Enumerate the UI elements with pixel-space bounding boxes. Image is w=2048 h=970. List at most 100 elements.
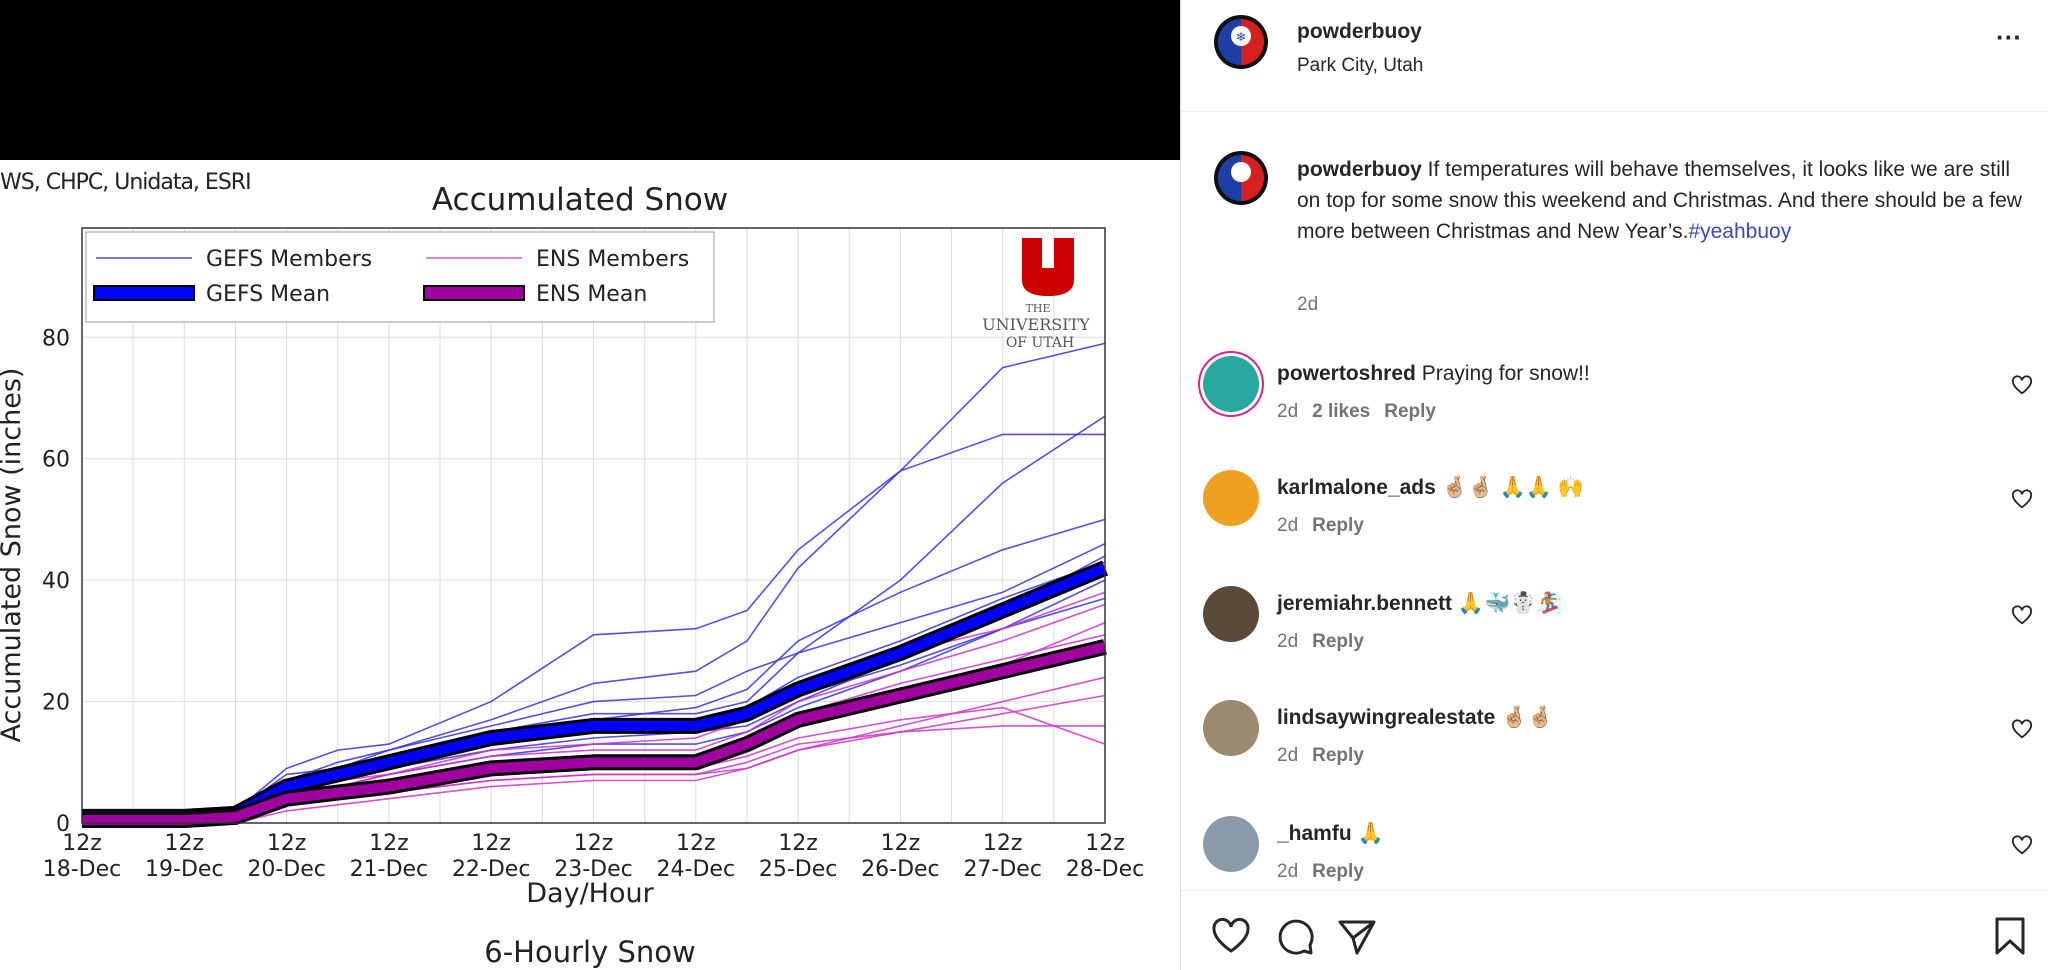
comment-username[interactable]: jeremiahr.bennett bbox=[1277, 592, 1453, 615]
comment-text: 🤞🏼🤞🏼 bbox=[1495, 706, 1554, 729]
comment-time: 2d bbox=[1277, 401, 1299, 422]
legend-gefs-mean-swatch bbox=[93, 285, 195, 301]
like-icon[interactable] bbox=[1211, 918, 1251, 954]
reply-button[interactable]: Reply bbox=[1312, 861, 1364, 882]
svg-text:THE: THE bbox=[1026, 302, 1051, 315]
svg-text:❄: ❄ bbox=[1236, 30, 1246, 44]
legend-gefs-mean: GEFS Mean bbox=[206, 282, 330, 307]
x-tick-hour: 12z bbox=[881, 831, 921, 856]
university-of-utah-logo: THE UNIVERSITY OF UTAH bbox=[982, 238, 1090, 351]
commenter-avatar[interactable] bbox=[1203, 356, 1259, 412]
comment-username[interactable]: lindsaywingrealestate bbox=[1277, 706, 1496, 729]
y-tick-label: 20 bbox=[42, 691, 70, 716]
comment-like-icon[interactable] bbox=[2011, 374, 2033, 396]
comment-item: karlmalone_ads 🤞🏼🤞🏼 🙏🙏 🙌 2d Reply bbox=[1203, 470, 2033, 570]
comment-time: 2d bbox=[1277, 515, 1299, 536]
reply-button[interactable]: Reply bbox=[1312, 515, 1364, 536]
accumulated-snow-chart: 02040608012z18-Dec12z19-Dec12z20-Dec12z2… bbox=[0, 182, 1145, 969]
commenter-avatar[interactable] bbox=[1203, 586, 1259, 642]
comment-time: 2d bbox=[1277, 745, 1299, 766]
save-icon[interactable] bbox=[1994, 916, 2026, 956]
post-image: WS, CHPC, Unidata, ESRI 0 20 40 60 80 12z 18-D… bbox=[0, 0, 1180, 970]
commenter-avatar[interactable] bbox=[1203, 470, 1259, 526]
divider bbox=[1181, 890, 2048, 891]
x-axis-label: Day/Hour bbox=[526, 878, 654, 909]
x-tick-date: 27-Dec bbox=[963, 857, 1042, 882]
x-tick-hour: 12z bbox=[471, 831, 511, 856]
x-tick-date: 24-Dec bbox=[657, 857, 736, 882]
x-tick-hour: 12z bbox=[676, 831, 716, 856]
comment-username[interactable]: karlmalone_ads bbox=[1277, 476, 1436, 499]
post-sidebar: ❄ powderbuoy Park City, Utah ··· powderb… bbox=[1180, 0, 2048, 970]
legend-box bbox=[85, 231, 715, 323]
caption-username[interactable]: powderbuoy bbox=[1297, 158, 1422, 181]
chart-title: Accumulated Snow bbox=[432, 182, 728, 218]
divider bbox=[1181, 111, 2048, 112]
legend-ens-mean: ENS Mean bbox=[536, 282, 647, 307]
caption-time: 2d bbox=[1297, 294, 1319, 315]
reply-button[interactable]: Reply bbox=[1312, 745, 1364, 766]
x-tick-hour: 12z bbox=[165, 831, 205, 856]
svg-text:UNIVERSITY: UNIVERSITY bbox=[982, 315, 1090, 334]
avatar[interactable]: ❄ bbox=[1213, 14, 1269, 70]
x-tick-hour: 12z bbox=[267, 831, 307, 856]
plot-frame bbox=[81, 227, 1106, 824]
comment-item: _hamfu 🙏 2d Reply bbox=[1203, 816, 2033, 916]
y-tick-label: 60 bbox=[42, 448, 70, 473]
comment-like-icon[interactable] bbox=[2011, 488, 2033, 510]
x-tick-hour: 12z bbox=[369, 831, 409, 856]
x-tick-hour: 12z bbox=[1085, 831, 1125, 856]
comment-text: 🙏🐳☃️🏂 bbox=[1452, 592, 1563, 615]
comment-like-icon[interactable] bbox=[2011, 718, 2033, 740]
reply-button[interactable]: Reply bbox=[1312, 631, 1364, 652]
legend-ens-members: ENS Members bbox=[536, 247, 689, 272]
legend-ens-mean-swatch bbox=[423, 285, 525, 301]
comment-username[interactable]: _hamfu bbox=[1277, 822, 1352, 845]
share-icon[interactable] bbox=[1337, 918, 1377, 956]
comment-time: 2d bbox=[1277, 631, 1299, 652]
ens-mean-line bbox=[82, 642, 1107, 825]
reply-button[interactable]: Reply bbox=[1384, 401, 1436, 422]
x-tick-hour: 12z bbox=[983, 831, 1023, 856]
caption: powderbuoy If temperatures will behave t… bbox=[1297, 154, 2027, 247]
post-location[interactable]: Park City, Utah bbox=[1297, 55, 1424, 76]
comment-text: 🤞🏼🤞🏼 🙏🙏 🙌 bbox=[1435, 476, 1585, 499]
x-tick-date: 23-Dec bbox=[554, 857, 633, 882]
comment-icon[interactable] bbox=[1277, 918, 1315, 956]
x-tick-date: 26-Dec bbox=[861, 857, 940, 882]
x-tick-hour: 12z bbox=[778, 831, 818, 856]
comment-like-icon[interactable] bbox=[2011, 604, 2033, 626]
y-tick-label: 40 bbox=[42, 569, 70, 594]
commenter-avatar[interactable] bbox=[1203, 700, 1259, 756]
x-tick-date: 25-Dec bbox=[759, 857, 838, 882]
y-tick-label: 80 bbox=[42, 326, 70, 351]
x-tick-date: 19-Dec bbox=[145, 857, 224, 882]
x-tick-date: 28-Dec bbox=[1066, 857, 1145, 882]
legend: GEFS Members ENS Members GEFS Mean ENS M… bbox=[85, 231, 715, 323]
x-tick-hour: 12z bbox=[574, 831, 614, 856]
x-tick-date: 18-Dec bbox=[43, 857, 122, 882]
x-tick-date: 22-Dec bbox=[452, 857, 531, 882]
commenter-avatar[interactable] bbox=[1203, 816, 1259, 872]
x-tick-date: 21-Dec bbox=[350, 857, 429, 882]
legend-gefs-members: GEFS Members bbox=[206, 247, 372, 272]
comment-text: 🙏 bbox=[1351, 822, 1384, 845]
comment-username[interactable]: powertoshred bbox=[1277, 362, 1416, 385]
comment-likes[interactable]: 2 likes bbox=[1312, 401, 1371, 422]
post-username[interactable]: powderbuoy bbox=[1297, 20, 1422, 43]
y-tick-label: 0 bbox=[56, 812, 70, 837]
x-tick-hour: 12z bbox=[62, 831, 102, 856]
y-axis-label: Accumulated Snow (inches) bbox=[0, 368, 27, 743]
next-panel-title: 6-Hourly Snow bbox=[484, 935, 695, 969]
comment-item: jeremiahr.bennett 🙏🐳☃️🏂 2d Reply bbox=[1203, 586, 2033, 686]
comment-like-icon[interactable] bbox=[2011, 834, 2033, 856]
caption-avatar[interactable] bbox=[1213, 150, 1269, 206]
comment-time: 2d bbox=[1277, 861, 1299, 882]
x-tick-date: 20-Dec bbox=[247, 857, 326, 882]
more-options-button[interactable]: ··· bbox=[1996, 22, 2022, 52]
svg-text:OF UTAH: OF UTAH bbox=[1006, 335, 1074, 351]
hashtag-link[interactable]: #yeahbuoy bbox=[1688, 220, 1792, 243]
comment-item: lindsaywingrealestate 🤞🏼🤞🏼 2d Reply bbox=[1203, 700, 2033, 800]
chart-credits: WS, CHPC, Unidata, ESRI bbox=[0, 170, 252, 195]
comment-item: powertoshred Praying for snow!! 2d 2 like… bbox=[1203, 356, 2033, 456]
